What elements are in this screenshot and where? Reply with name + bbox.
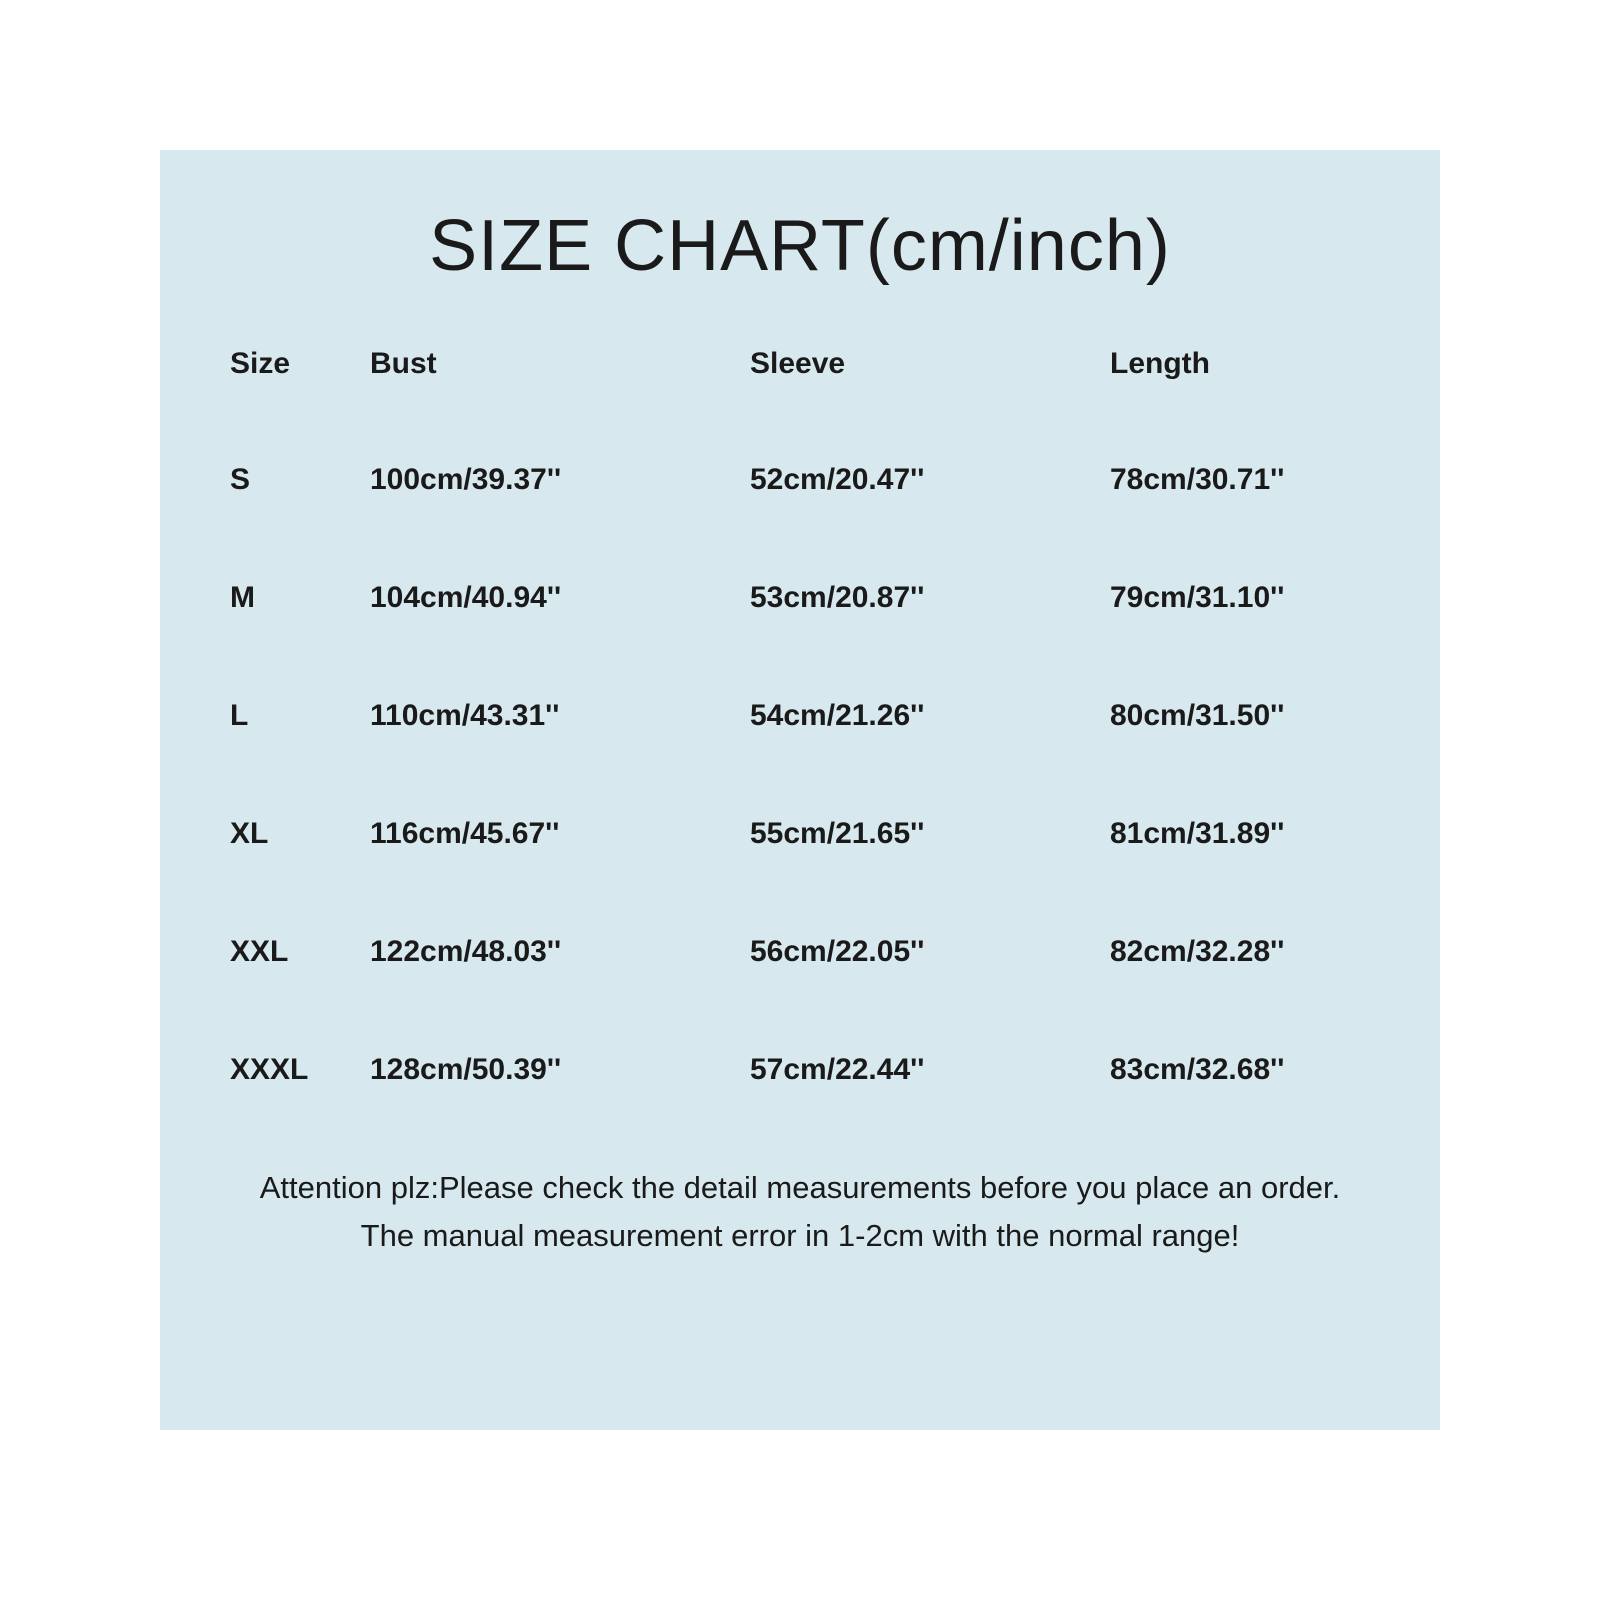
cell-bust: 110cm/43.31'' bbox=[370, 699, 750, 733]
cell-size: S bbox=[220, 463, 370, 497]
cell-size: M bbox=[220, 581, 370, 615]
cell-sleeve: 54cm/21.26'' bbox=[750, 699, 1110, 733]
header-length: Length bbox=[1110, 347, 1400, 381]
table-row: XL 116cm/45.67'' 55cm/21.65'' 81cm/31.89… bbox=[220, 775, 1400, 893]
table-row: XXXL 128cm/50.39'' 57cm/22.44'' 83cm/32.… bbox=[220, 1011, 1400, 1129]
canvas: SIZE CHART(cm/inch) Size Bust Sleeve Len… bbox=[0, 0, 1600, 1600]
table-row: XXL 122cm/48.03'' 56cm/22.05'' 82cm/32.2… bbox=[220, 893, 1400, 1011]
cell-size: L bbox=[220, 699, 370, 733]
cell-sleeve: 52cm/20.47'' bbox=[750, 463, 1110, 497]
cell-sleeve: 53cm/20.87'' bbox=[750, 581, 1110, 615]
header-sleeve: Sleeve bbox=[750, 347, 1110, 381]
cell-bust: 104cm/40.94'' bbox=[370, 581, 750, 615]
cell-sleeve: 55cm/21.65'' bbox=[750, 817, 1110, 851]
cell-sleeve: 57cm/22.44'' bbox=[750, 1053, 1110, 1087]
chart-title: SIZE CHART(cm/inch) bbox=[160, 205, 1440, 287]
cell-length: 82cm/32.28'' bbox=[1110, 935, 1400, 969]
cell-length: 83cm/32.68'' bbox=[1110, 1053, 1400, 1087]
cell-sleeve: 56cm/22.05'' bbox=[750, 935, 1110, 969]
table-row: M 104cm/40.94'' 53cm/20.87'' 79cm/31.10'… bbox=[220, 539, 1400, 657]
cell-size: XXL bbox=[220, 935, 370, 969]
cell-length: 81cm/31.89'' bbox=[1110, 817, 1400, 851]
table-row: S 100cm/39.37'' 52cm/20.47'' 78cm/30.71'… bbox=[220, 421, 1400, 539]
table-row: L 110cm/43.31'' 54cm/21.26'' 80cm/31.50'… bbox=[220, 657, 1400, 775]
header-bust: Bust bbox=[370, 347, 750, 381]
cell-length: 78cm/30.71'' bbox=[1110, 463, 1400, 497]
cell-bust: 116cm/45.67'' bbox=[370, 817, 750, 851]
cell-bust: 122cm/48.03'' bbox=[370, 935, 750, 969]
table-header-row: Size Bust Sleeve Length bbox=[220, 347, 1400, 381]
header-size: Size bbox=[220, 347, 370, 381]
attention-note: Attention plz:Please check the detail me… bbox=[160, 1164, 1440, 1260]
cell-bust: 100cm/39.37'' bbox=[370, 463, 750, 497]
size-chart: SIZE CHART(cm/inch) Size Bust Sleeve Len… bbox=[160, 150, 1440, 1430]
cell-length: 79cm/31.10'' bbox=[1110, 581, 1400, 615]
cell-bust: 128cm/50.39'' bbox=[370, 1053, 750, 1087]
size-table: Size Bust Sleeve Length S 100cm/39.37'' … bbox=[160, 347, 1440, 1129]
cell-length: 80cm/31.50'' bbox=[1110, 699, 1400, 733]
cell-size: XXXL bbox=[220, 1053, 370, 1087]
note-line-2: The manual measurement error in 1-2cm wi… bbox=[361, 1218, 1240, 1253]
cell-size: XL bbox=[220, 817, 370, 851]
note-line-1: Attention plz:Please check the detail me… bbox=[260, 1170, 1340, 1205]
